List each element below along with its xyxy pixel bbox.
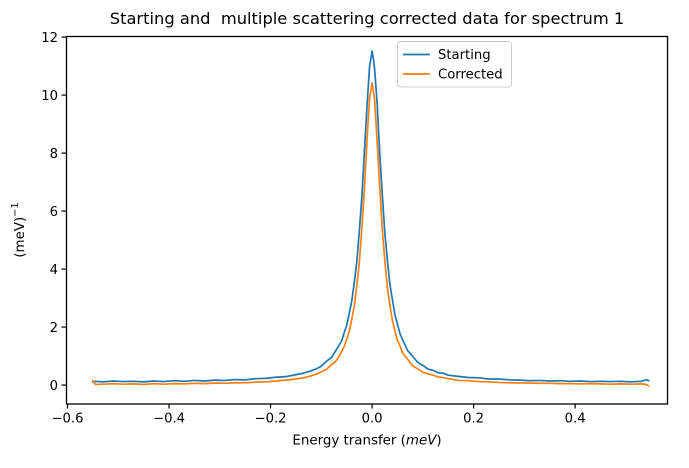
x-axis-label-prefix: Energy transfer ( xyxy=(292,434,406,449)
x-axis-label-units: meV xyxy=(406,434,437,449)
x-tick-label: −0.4 xyxy=(153,412,185,427)
legend-label-starting: Starting xyxy=(438,48,491,63)
y-tick-label: 0 xyxy=(50,379,58,394)
x-axis-label-suffix: ) xyxy=(436,434,441,449)
y-tick-label: 8 xyxy=(50,147,58,162)
series-lines-layer xyxy=(92,50,650,387)
y-axis-label: (meV)−1 xyxy=(10,202,28,257)
series-line-starting xyxy=(92,50,650,384)
legend-frame xyxy=(397,41,512,88)
legend: Starting Corrected xyxy=(397,41,512,88)
series-line-corrected xyxy=(92,82,650,387)
x-tick-label: −0.6 xyxy=(51,412,83,427)
y-tick-label: 2 xyxy=(50,321,58,336)
x-axis-label: Energy transfer (meV) xyxy=(292,434,441,449)
y-axis-label-superscript: −1 xyxy=(10,202,21,216)
y-axis-label-base: (meV) xyxy=(13,217,28,258)
y-tick-label: 12 xyxy=(41,31,58,46)
plot-border xyxy=(65,35,669,405)
x-tick-label: 0.0 xyxy=(362,412,383,427)
legend-label-corrected: Corrected xyxy=(438,68,503,83)
axis-ticks-layer: −0.6 −0.4 −0.2 0.0 0.2 0.4 0 2 4 6 8 10 12 xyxy=(41,31,585,427)
y-tick-label: 6 xyxy=(50,205,58,220)
y-tick-label: 4 xyxy=(50,263,58,278)
x-tick-label: 0.2 xyxy=(463,412,484,427)
chart-title: Starting and multiple scattering correct… xyxy=(110,9,625,28)
x-tick-label: 0.4 xyxy=(565,412,586,427)
x-tick-label: −0.2 xyxy=(255,412,287,427)
y-tick-label: 10 xyxy=(41,89,58,104)
